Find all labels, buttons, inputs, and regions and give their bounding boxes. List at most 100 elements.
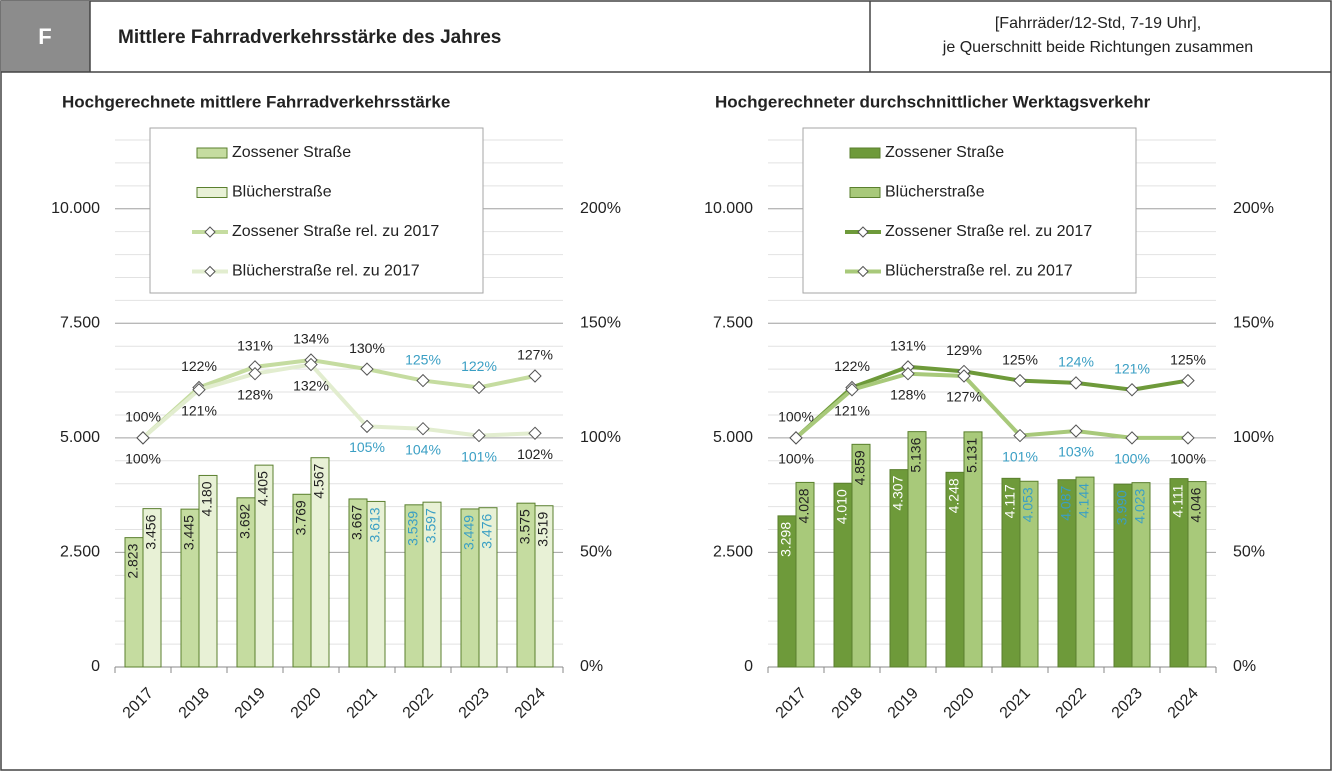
bar — [534, 505, 554, 668]
y2-tick-label: 0% — [580, 658, 603, 675]
bar-value-label: 2.823 — [125, 543, 141, 578]
bar — [907, 431, 927, 668]
bar-value-label: 4.567 — [311, 464, 327, 499]
bar — [366, 500, 386, 668]
y-tick-label: 10.000 — [51, 200, 100, 217]
line — [794, 371, 1188, 440]
line-marker — [1125, 431, 1139, 445]
line-marker — [472, 380, 486, 395]
bar-value-label: 3.769 — [293, 500, 309, 535]
y-tick-label: 7.500 — [60, 315, 100, 332]
line-value-label: 129% — [946, 342, 982, 358]
bar-value-label: 3.476 — [479, 514, 495, 549]
line-value-label: 134% — [293, 331, 329, 347]
bar-value-label: 3.575 — [517, 509, 533, 544]
bar — [254, 464, 274, 668]
line-value-label: 127% — [517, 347, 553, 363]
header-title: Mittlere Fahrradverkehrsstärke des Jahre… — [118, 27, 501, 48]
line-marker — [528, 369, 542, 383]
legend-marker — [204, 265, 216, 278]
legend-label: Blücherstraße — [885, 184, 985, 201]
line-marker — [957, 369, 971, 383]
chart-title: Hochgerechnete mittlere Fahrradverkehrss… — [62, 92, 450, 111]
line-marker — [901, 367, 915, 381]
line-value-label: 100% — [125, 409, 161, 425]
line — [794, 364, 1189, 440]
line-value-label: 128% — [237, 386, 273, 402]
line-marker — [1181, 431, 1195, 445]
bar-value-label: 3.667 — [349, 505, 365, 540]
header-note: je Querschnitt beide Richtungen zusammen — [942, 39, 1253, 56]
line-value-label: 121% — [181, 402, 217, 418]
line-value-label: 131% — [237, 338, 273, 354]
line-marker — [416, 421, 430, 436]
bar-value-label: 4.405 — [255, 471, 271, 506]
line-marker — [1181, 373, 1195, 388]
legend-label: Blücherstraße rel. zu 2017 — [232, 263, 420, 280]
line-value-label: 104% — [405, 441, 441, 457]
line-value-label: 100% — [1114, 451, 1150, 467]
bar-value-label: 4.010 — [834, 489, 850, 524]
line-value-label: 122% — [461, 358, 497, 374]
bar-value-label: 3.449 — [461, 515, 477, 550]
bar — [1131, 482, 1151, 668]
line-marker — [360, 362, 374, 376]
bar-value-label: 4.307 — [890, 475, 906, 510]
line-marker — [360, 419, 374, 434]
letter-cell — [1, 1, 90, 72]
bar-value-label: 3.519 — [535, 512, 551, 547]
header-note: [Fahrräder/12-Std, 7-19 Uhr], — [995, 15, 1201, 32]
bar — [1075, 476, 1095, 668]
line-value-label: 100% — [778, 409, 814, 425]
bar-value-label: 4.023 — [1132, 488, 1148, 523]
bar-value-label: 3.613 — [367, 507, 383, 542]
line-value-label: 122% — [834, 358, 870, 374]
bar — [198, 474, 218, 668]
line-value-label: 101% — [461, 448, 497, 464]
bar-value-label: 3.298 — [778, 522, 794, 557]
y2-tick-label: 100% — [1233, 429, 1274, 446]
bar-value-label: 3.539 — [405, 511, 421, 546]
line — [141, 362, 536, 440]
line-marker — [789, 431, 803, 445]
bar — [422, 501, 442, 668]
line-value-label: 125% — [405, 351, 441, 367]
bar — [310, 457, 330, 668]
legend-swatch — [196, 147, 228, 159]
legend-swatch — [849, 147, 881, 159]
y2-tick-label: 50% — [1233, 544, 1265, 561]
y2-tick-label: 150% — [580, 315, 621, 332]
line-value-label: 121% — [1114, 360, 1150, 376]
line-value-label: 105% — [349, 439, 385, 455]
bar-value-label: 3.445 — [181, 515, 197, 550]
line-value-label: 132% — [293, 377, 329, 393]
y2-tick-label: 50% — [580, 544, 612, 561]
line-value-label: 124% — [1058, 354, 1094, 370]
bar — [1019, 480, 1039, 668]
legend-marker — [857, 226, 869, 238]
line-marker — [304, 357, 318, 372]
chart-title: Hochgerechneter durchschnittlicher Werkt… — [715, 92, 1151, 111]
line-value-label: 128% — [890, 386, 926, 402]
legend-label: Blücherstraße rel. zu 2017 — [885, 263, 1073, 280]
line-value-label: 122% — [181, 358, 217, 374]
y2-tick-label: 100% — [580, 429, 621, 446]
bar — [851, 443, 871, 668]
line-value-label: 125% — [1170, 351, 1206, 367]
y-tick-label: 7.500 — [713, 315, 753, 332]
bar-value-label: 3.692 — [237, 504, 253, 539]
legend-swatch — [196, 187, 228, 198]
bar-value-label: 4.248 — [946, 478, 962, 513]
line-marker — [472, 428, 486, 443]
bar — [478, 507, 498, 668]
line-value-label: 100% — [778, 451, 814, 467]
line-marker — [1013, 373, 1027, 388]
header-letter: F — [38, 24, 51, 49]
legend-marker — [204, 226, 216, 238]
y-tick-label: 0 — [744, 658, 753, 675]
line — [141, 357, 536, 440]
line-marker — [248, 367, 262, 381]
bar-value-label: 4.859 — [852, 450, 868, 485]
legend-swatch — [849, 187, 881, 198]
line-value-label: 102% — [517, 446, 553, 462]
